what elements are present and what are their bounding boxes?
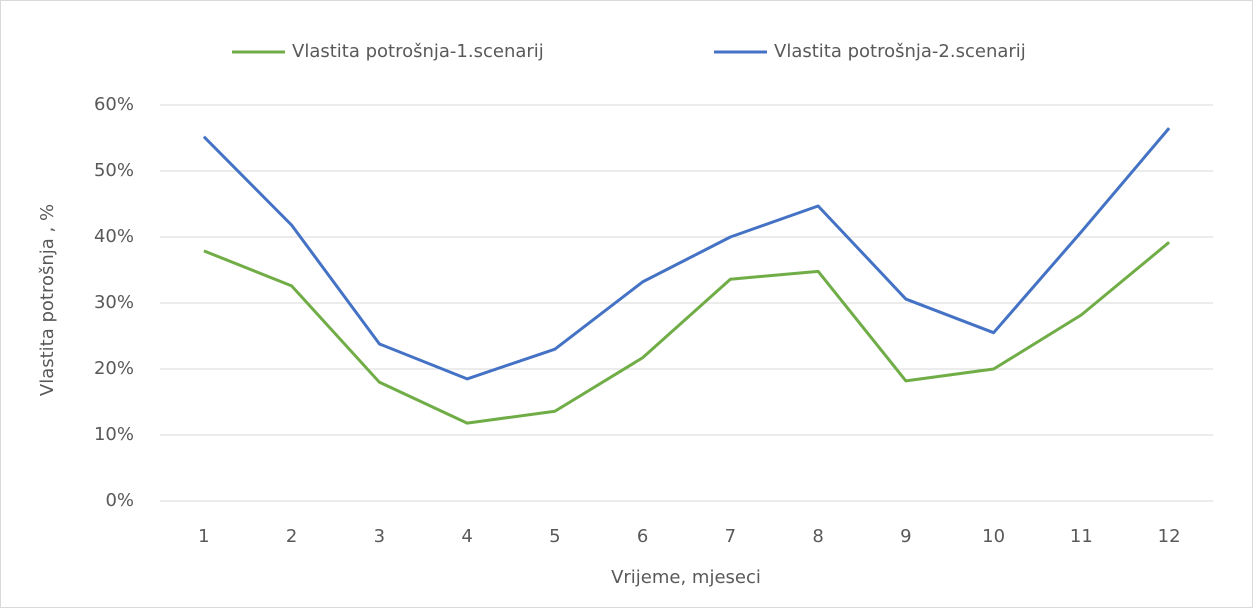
x-tick-label: 3 [374,526,385,547]
legend-label: Vlastita potrošnja-1.scenarij [292,41,544,62]
x-tick-label: 12 [1158,526,1181,547]
legend-label: Vlastita potrošnja-2.scenarij [774,41,1026,62]
y-tick-label: 40% [94,226,134,247]
x-tick-label: 8 [812,526,823,547]
x-tick-label: 2 [286,526,297,547]
y-tick-label: 50% [94,160,134,181]
y-tick-label: 30% [94,292,134,313]
x-tick-label: 1 [198,526,209,547]
x-tick-label: 11 [1070,526,1093,547]
y-tick-label: 0% [105,490,134,511]
x-tick-label: 4 [461,526,472,547]
x-tick-label: 7 [725,526,736,547]
y-axis-title: Vlastita potrošnja , % [37,204,58,396]
x-axis-title: Vrijeme, mjeseci [611,567,761,588]
x-tick-label: 5 [549,526,560,547]
data-line [202,127,1171,381]
y-tick-label: 60% [94,94,134,115]
y-tick-label: 20% [94,358,134,379]
x-tick-label: 9 [900,526,911,547]
x-tick-label: 10 [982,526,1005,547]
x-tick-label: 6 [637,526,648,547]
y-tick-label: 10% [94,424,134,445]
data-line [203,241,1171,425]
